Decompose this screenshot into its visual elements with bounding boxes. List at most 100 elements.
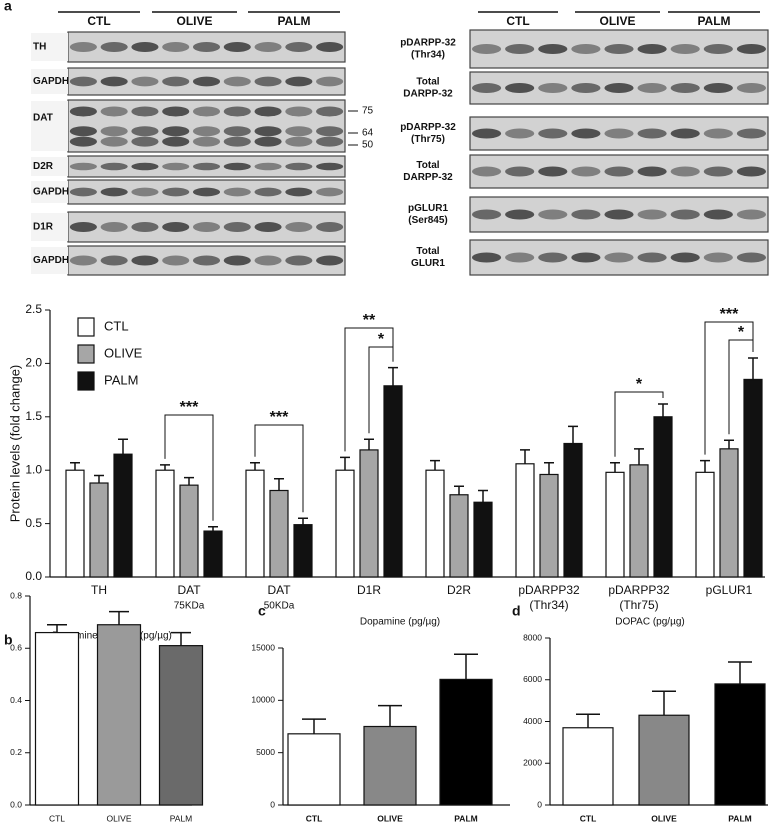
blot-band <box>316 255 344 266</box>
blot-label-bg <box>31 157 68 176</box>
blot-band <box>736 166 767 177</box>
blot-band <box>604 44 634 54</box>
blot-band <box>285 187 313 197</box>
panel-label: c <box>258 603 266 619</box>
blot-band <box>192 255 221 266</box>
legend-swatch <box>77 371 95 391</box>
blot-band <box>100 76 128 87</box>
blot-band <box>254 255 282 266</box>
error-bar <box>520 449 530 464</box>
marker-label: 75 <box>362 106 374 117</box>
blot-label-bg <box>31 247 68 274</box>
legend-swatch <box>77 317 95 337</box>
panel-label: d <box>512 603 521 619</box>
y-tick-label: 5000 <box>256 747 275 757</box>
y-tick-label: 0 <box>537 799 542 809</box>
y-tick-label: 8000 <box>523 632 542 642</box>
blot-band <box>316 42 344 52</box>
blot-band <box>192 42 221 52</box>
blot-band <box>571 252 601 263</box>
blot-band <box>192 222 221 232</box>
y-tick-label: 0.2 <box>10 747 22 757</box>
blot-band <box>223 255 251 266</box>
blot-band <box>505 252 535 263</box>
error-bar <box>576 713 600 728</box>
blot-band <box>736 128 767 139</box>
blot-band <box>571 166 601 177</box>
error-bar <box>171 631 191 646</box>
y-axis-title: Protein levels (fold change) <box>7 365 22 523</box>
significance-bracket <box>164 414 214 521</box>
error-bar <box>388 366 398 386</box>
error-bar <box>184 476 194 486</box>
group-label: PALM <box>277 14 310 28</box>
blot-label: Total <box>416 160 439 171</box>
blot-label: GAPDH <box>33 255 69 266</box>
blot-band <box>316 162 344 171</box>
legend-swatch <box>77 344 95 364</box>
blot-band <box>471 128 502 139</box>
y-tick-label: 2000 <box>523 758 542 768</box>
blot-band <box>192 106 221 117</box>
bar <box>719 448 739 578</box>
blot-label: DARPP-32 <box>403 172 453 183</box>
blot-label-bg <box>31 181 68 203</box>
blot-band <box>316 76 344 87</box>
blot-band <box>538 252 568 263</box>
y-tick-label: 0.0 <box>25 569 42 583</box>
blot-band <box>131 187 159 197</box>
group-label: CTL <box>506 14 529 28</box>
blot-band <box>69 222 97 232</box>
blot-label: TH <box>33 42 46 53</box>
x-tick-sublabel: (Thr34) <box>529 598 568 612</box>
blot-band <box>703 128 733 139</box>
blot-band <box>100 255 128 266</box>
blot-label-bg <box>31 101 68 151</box>
blot-band <box>69 136 97 147</box>
error-bar <box>748 357 758 380</box>
blot-band <box>670 252 700 263</box>
x-tick-label: CTL <box>580 813 597 823</box>
blot-band <box>285 76 313 87</box>
bar <box>113 453 133 578</box>
blot-band <box>192 187 221 197</box>
bar <box>425 469 445 578</box>
bar <box>293 524 313 578</box>
blot-band <box>254 162 282 171</box>
y-tick-label: 2.5 <box>25 302 42 316</box>
bar <box>383 385 403 578</box>
bar <box>359 449 379 578</box>
bar <box>269 489 289 578</box>
blot-band <box>223 42 251 52</box>
x-tick-label: D1R <box>357 583 381 597</box>
blot-label: D2R <box>33 161 54 172</box>
blot-band <box>736 252 767 263</box>
error-bar <box>109 610 129 625</box>
blot-band <box>703 44 733 54</box>
bar <box>65 469 85 578</box>
bar <box>179 484 199 578</box>
y-tick-label: 0.6 <box>10 643 22 653</box>
blot-band <box>69 126 97 137</box>
bar <box>34 631 80 806</box>
y-tick-label: 6000 <box>523 674 542 684</box>
significance-label: *** <box>180 399 199 416</box>
blot-band <box>223 222 251 232</box>
x-tick-label: PALM <box>728 813 751 823</box>
error-bar <box>160 464 170 471</box>
bar <box>158 645 204 806</box>
error-bar <box>568 425 578 444</box>
significance-label: *** <box>720 306 739 323</box>
x-tick-label: pDARPP32 <box>608 583 670 597</box>
x-tick-sublabel: 75KDa <box>174 601 205 612</box>
bar <box>563 442 583 578</box>
y-tick-label: 10000 <box>251 695 275 705</box>
x-tick-label: D2R <box>447 583 471 597</box>
y-tick-label: 0.0 <box>10 799 22 809</box>
x-tick-label: OLIVE <box>106 813 131 823</box>
blot-band <box>604 83 634 93</box>
blot-band <box>100 126 128 137</box>
y-tick-label: 0 <box>270 799 275 809</box>
blot-label: (Thr34) <box>411 50 445 61</box>
x-tick-sublabel: 50KDa <box>264 601 295 612</box>
